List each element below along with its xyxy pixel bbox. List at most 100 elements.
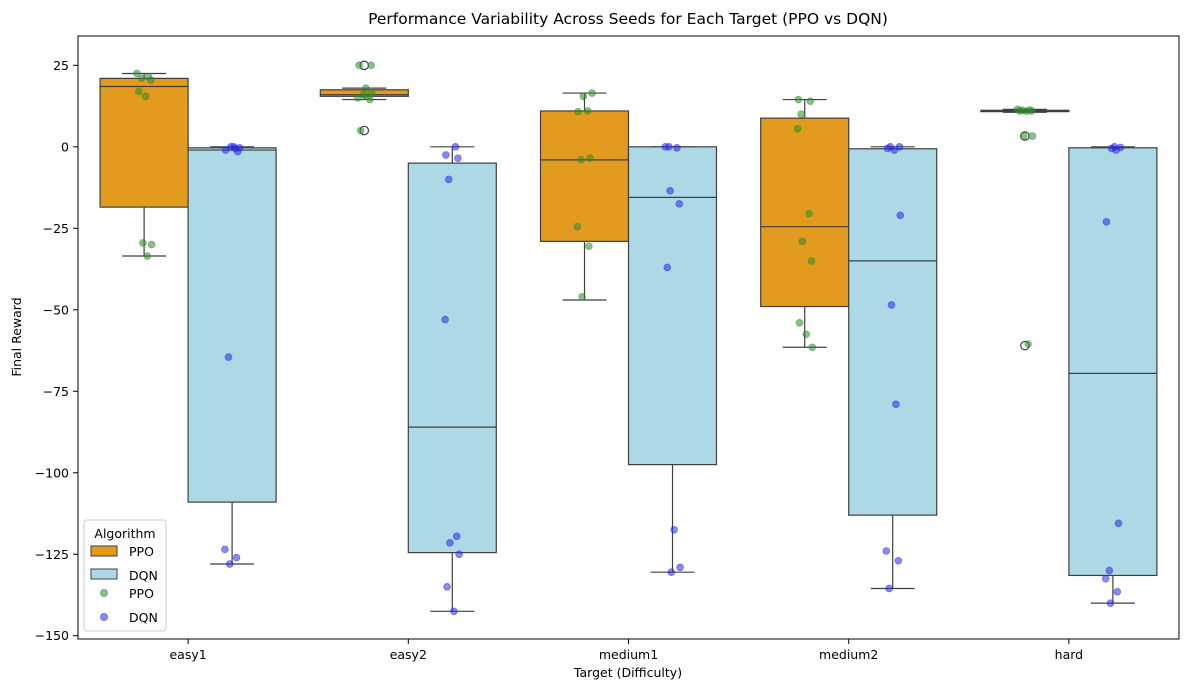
legend-swatch-ppo-box [90, 545, 118, 557]
box-dqn-hard [1068, 147, 1158, 577]
box-dqn-medium2 [848, 148, 938, 516]
data-point-ppo-easy2-0 [367, 61, 375, 70]
legend-marker-dqn-points [100, 613, 108, 621]
data-point-dqn-medium1-2 [673, 143, 681, 152]
data-point-ppo-medium2-2 [797, 110, 805, 119]
data-point-ppo-medium1-0 [588, 89, 596, 97]
data-point-dqn-easy2-8 [443, 583, 451, 591]
y-tick-label-0: 25 [53, 58, 69, 73]
legend: Algorithm PPO DQN PPO DQN [83, 519, 167, 632]
data-point-dqn-medium2-5 [887, 301, 896, 309]
data-point-ppo-medium1-3 [574, 107, 582, 116]
data-point-ppo-medium1-2 [583, 107, 592, 115]
data-point-ppo-medium1-7 [585, 242, 593, 251]
legend-label-dqn-box: DQN [129, 568, 158, 583]
data-point-dqn-easy1-4 [221, 146, 230, 154]
data-point-dqn-medium1-4 [675, 200, 684, 208]
data-point-dqn-easy2-6 [446, 539, 454, 547]
data-point-dqn-hard-8 [1113, 587, 1122, 596]
data-point-dqn-medium1-7 [676, 563, 684, 572]
data-point-ppo-easy1-4 [135, 87, 143, 96]
x-tick-label-easy2: easy2 [390, 647, 427, 662]
data-point-dqn-easy2-9 [450, 607, 458, 616]
y-axis-label: Final Reward [9, 297, 24, 376]
box-dqn-easy2 [407, 162, 497, 554]
y-tick-label-4: −75 [43, 384, 69, 399]
data-point-ppo-hard-4 [1015, 107, 1024, 115]
legend-marker-ppo-points [100, 589, 108, 597]
data-point-ppo-medium2-7 [795, 319, 804, 327]
box-dqn-medium1 [627, 146, 718, 466]
data-point-ppo-medium2-1 [806, 97, 815, 105]
legend-label-dqn-points: DQN [129, 610, 158, 625]
data-point-dqn-easy1-6 [224, 353, 233, 361]
data-point-ppo-medium1-5 [577, 156, 585, 164]
data-point-ppo-easy1-3 [147, 76, 155, 84]
data-point-dqn-hard-4 [1102, 217, 1111, 226]
y-tick-label-6: −125 [35, 547, 69, 562]
data-point-ppo-hard-7 [1019, 132, 1028, 140]
data-point-dqn-medium1-8 [667, 568, 676, 576]
data-point-ppo-medium2-8 [802, 330, 811, 339]
data-point-ppo-easy2-8 [356, 126, 365, 135]
data-point-ppo-easy1-7 [139, 239, 147, 247]
data-point-dqn-hard-6 [1105, 566, 1114, 575]
data-point-dqn-medium2-2 [883, 144, 892, 153]
data-point-dqn-hard-7 [1101, 574, 1110, 583]
x-tick-label-easy1: easy1 [169, 647, 206, 662]
data-point-ppo-easy2-7 [366, 95, 374, 104]
data-point-dqn-easy2-4 [441, 315, 449, 324]
box-ppo-medium1 [539, 110, 630, 242]
box-ppo-medium2 [760, 117, 850, 308]
legend-swatch-dqn-box [90, 568, 118, 580]
data-point-ppo-medium1-4 [586, 154, 594, 163]
legend-label-ppo-points: PPO [129, 586, 154, 601]
data-point-dqn-hard-9 [1106, 599, 1115, 607]
data-point-ppo-easy2-6 [354, 94, 362, 102]
data-point-dqn-medium2-8 [894, 556, 903, 565]
data-point-dqn-easy1-8 [232, 553, 241, 562]
box-ppo-easy1 [99, 77, 189, 208]
data-point-ppo-easy1-2 [137, 74, 146, 83]
chart-title: Performance Variability Across Seeds for… [368, 10, 888, 28]
data-point-dqn-easy1-5 [233, 147, 242, 156]
data-point-ppo-hard-6 [1028, 132, 1037, 140]
data-point-ppo-hard-8 [1024, 340, 1032, 348]
x-axis-label: Target (Difficulty) [573, 665, 682, 680]
y-tick-label-5: −100 [35, 465, 69, 480]
box-dqn-easy1 [187, 147, 277, 503]
data-point-dqn-medium2-4 [896, 211, 905, 220]
y-tick-label-7: −150 [35, 628, 69, 643]
data-point-ppo-medium2-9 [808, 343, 817, 352]
x-tick-label-hard: hard [1055, 647, 1083, 662]
x-tick-label-medium1: medium1 [599, 647, 658, 662]
data-point-ppo-easy2-2 [362, 84, 370, 92]
data-point-ppo-medium2-0 [794, 95, 803, 104]
x-tick-label-medium2: medium2 [819, 647, 878, 662]
data-point-ppo-medium2-5 [798, 237, 807, 246]
y-tick-label-2: −25 [43, 221, 69, 236]
data-point-ppo-easy1-5 [141, 92, 150, 101]
data-point-dqn-medium2-6 [892, 400, 900, 409]
data-point-dqn-medium2-9 [885, 584, 893, 593]
data-point-dqn-easy1-7 [221, 545, 229, 554]
legend-label-ppo-box: PPO [129, 544, 154, 559]
data-point-dqn-easy2-0 [451, 143, 460, 151]
data-point-dqn-easy1-9 [225, 560, 234, 568]
data-point-dqn-hard-3 [1112, 146, 1120, 154]
data-point-dqn-easy2-3 [444, 175, 453, 184]
data-point-ppo-easy1-6 [147, 240, 156, 249]
y-tick-label-3: −50 [43, 302, 69, 317]
plot-area: 25 0 −25 −50 −75 −100 −125 −150 easy1 easy2 medium… [35, 58, 1158, 662]
data-point-ppo-medium1-6 [573, 222, 582, 231]
data-point-ppo-medium1-8 [578, 292, 586, 301]
data-point-dqn-medium1-6 [670, 526, 678, 534]
data-point-ppo-easy1-8 [143, 252, 152, 260]
y-tick-label-1: 0 [61, 139, 69, 154]
data-point-ppo-easy1-0 [133, 69, 141, 78]
data-point-ppo-medium2-4 [805, 209, 813, 218]
data-point-dqn-medium2-3 [890, 146, 899, 154]
data-point-dqn-easy2-2 [454, 154, 462, 163]
data-point-dqn-easy2-5 [452, 532, 461, 541]
